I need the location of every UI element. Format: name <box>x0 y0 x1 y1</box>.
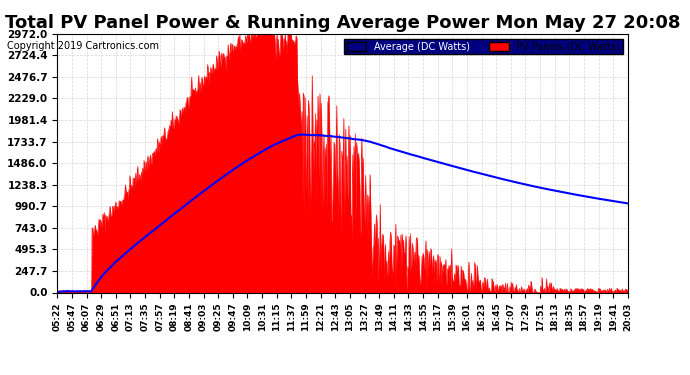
Legend: Average (DC Watts), PV Panels (DC Watts): Average (DC Watts), PV Panels (DC Watts) <box>344 39 623 54</box>
Title: Total PV Panel Power & Running Average Power Mon May 27 20:08: Total PV Panel Power & Running Average P… <box>5 14 680 32</box>
Text: Copyright 2019 Cartronics.com: Copyright 2019 Cartronics.com <box>7 41 159 51</box>
